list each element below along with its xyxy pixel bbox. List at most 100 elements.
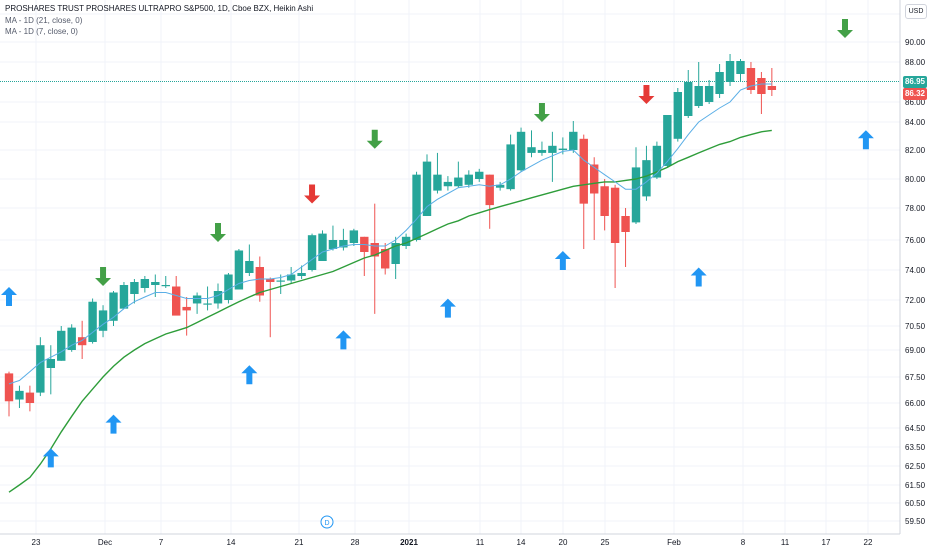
candle-body <box>600 186 609 216</box>
candle-body <box>652 145 662 178</box>
candle-body <box>381 249 390 269</box>
candle-body <box>140 279 150 288</box>
candle-body <box>25 392 35 403</box>
event-marker[interactable]: D <box>320 515 334 529</box>
price-tick-label: 60.50 <box>905 499 926 508</box>
candle-body <box>401 236 411 246</box>
sell-arrow-icon <box>95 267 112 286</box>
candle-body <box>339 240 348 248</box>
candle-body <box>297 273 306 276</box>
buy-arrow-icon <box>690 267 707 287</box>
time-tick-label: 20 <box>559 538 568 547</box>
time-tick-label: 25 <box>601 538 610 547</box>
candle-body <box>537 150 547 153</box>
price-axis[interactable]: 92.0090.0088.0086.0084.0082.0080.0078.00… <box>905 10 926 526</box>
price-tick-label: 88.00 <box>905 58 926 67</box>
grid <box>0 0 900 534</box>
candle-body <box>391 243 400 264</box>
candle-body <box>485 174 494 206</box>
price-tick-label: 61.50 <box>905 481 926 490</box>
candle-body <box>328 240 338 249</box>
time-tick-label: 2021 <box>400 538 418 547</box>
sell-arrow-icon <box>210 223 226 242</box>
candle-body <box>704 86 714 102</box>
price-tick-label: 84.00 <box>905 118 926 127</box>
candle-body <box>36 345 45 393</box>
candle-body <box>15 390 24 400</box>
candle-body <box>57 330 66 361</box>
currency-button[interactable]: USD <box>905 4 927 19</box>
ma21-line <box>8 129 772 493</box>
candle-body <box>318 233 327 261</box>
candle-body <box>475 171 484 179</box>
price-tick-label: 90.00 <box>905 38 926 47</box>
time-tick-label: Feb <box>667 538 681 547</box>
candle-body <box>621 216 630 232</box>
candle-body <box>443 181 453 187</box>
candle-body <box>109 292 118 321</box>
price-tick-label: 80.00 <box>905 175 926 184</box>
sell-arrow-icon <box>366 129 383 149</box>
buy-arrow-icon <box>554 251 571 270</box>
buy-arrow-icon <box>241 365 258 385</box>
candle-body <box>161 285 170 287</box>
candle-body <box>642 160 651 197</box>
time-tick-label: 21 <box>295 538 304 547</box>
price-tick-label: 70.50 <box>905 322 926 331</box>
candle-body <box>46 359 55 368</box>
candle-body <box>548 145 557 153</box>
candle-body <box>192 295 202 304</box>
candle-body <box>77 337 87 346</box>
time-tick-label: 14 <box>517 538 526 547</box>
time-tick-label: 7 <box>159 538 164 547</box>
candle-body <box>516 131 526 171</box>
price-tick-label: 76.00 <box>905 236 926 245</box>
last-price-badge: 86.95 <box>903 76 927 88</box>
price-tick-label: 86.00 <box>905 98 926 107</box>
candle-body <box>454 177 463 187</box>
candle-body <box>172 286 181 316</box>
candle-body <box>255 267 264 296</box>
candle-body <box>527 147 536 153</box>
time-tick-label: 28 <box>351 538 360 547</box>
price-tick-label: 62.50 <box>905 462 926 471</box>
candle-body <box>234 250 244 290</box>
candle-body <box>464 174 473 185</box>
time-tick-label: 22 <box>864 538 873 547</box>
sell-arrow-icon <box>638 85 655 104</box>
candle-body <box>88 301 97 342</box>
buy-arrow-icon <box>1 287 17 306</box>
candle-body <box>590 164 599 194</box>
event-marker-label: D <box>324 520 329 527</box>
candle-body <box>746 68 756 90</box>
event-marker-circle[interactable] <box>320 515 334 529</box>
candle-body <box>370 243 379 257</box>
ma7-legend: MA - 1D (7, close, 0) <box>5 27 78 36</box>
candle-body <box>307 235 317 270</box>
time-tick-label: 14 <box>227 538 236 547</box>
price-tick-label: 69.00 <box>905 346 926 355</box>
candle-body <box>224 274 233 300</box>
candle-body <box>130 282 139 294</box>
candle-body <box>610 187 620 243</box>
candle-body <box>694 86 703 106</box>
time-tick-label: 11 <box>781 538 790 547</box>
current-bar-badge: 86.32 <box>903 88 927 100</box>
candle-body <box>98 310 108 331</box>
time-tick-label: 17 <box>822 538 831 547</box>
ma21-legend: MA - 1D (21, close, 0) <box>5 16 83 25</box>
buy-arrow-icon <box>335 330 352 350</box>
price-tick-label: 78.00 <box>905 204 926 213</box>
time-tick-label: 23 <box>32 538 41 547</box>
signal-arrows <box>1 19 874 468</box>
candle-body <box>182 306 191 311</box>
time-axis[interactable]: 23 Dec 7 14 21 28 2021 11 14 20 25 Feb 8 11 17 22 <box>32 538 873 547</box>
price-tick-label: 63.50 <box>905 443 926 452</box>
time-tick-label: 11 <box>476 538 485 547</box>
candle-body <box>286 274 296 281</box>
candle-body <box>663 115 672 166</box>
candle-body <box>757 78 766 94</box>
candle-body <box>151 282 160 285</box>
candle-body <box>715 72 724 94</box>
